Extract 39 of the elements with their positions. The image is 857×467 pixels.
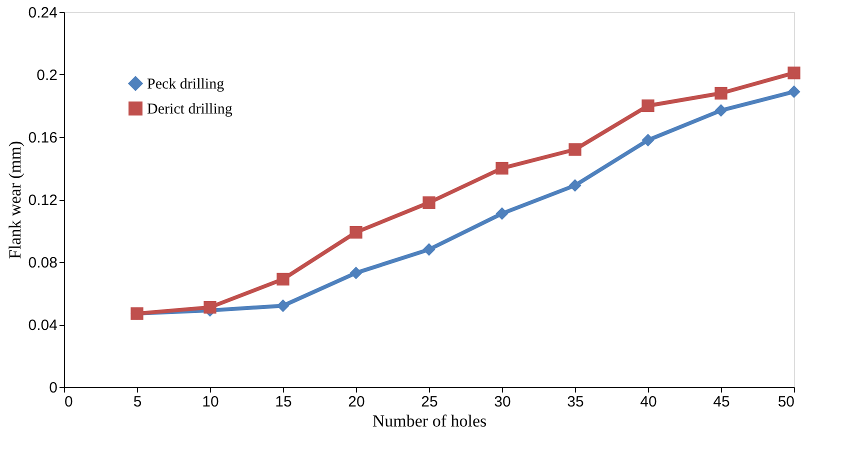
y-tick-label: 0.08 bbox=[28, 254, 58, 272]
point bbox=[642, 99, 654, 112]
y-axis-title: Flank wear (mm) bbox=[5, 140, 24, 260]
point bbox=[714, 86, 728, 100]
x-tick-label: 15 bbox=[275, 394, 292, 410]
y-tick-label: 0.04 bbox=[28, 317, 58, 334]
point bbox=[276, 299, 290, 312]
x-tick-label: 45 bbox=[713, 394, 730, 410]
y-tick-label: 0.2 bbox=[36, 67, 58, 84]
point bbox=[496, 162, 508, 175]
point bbox=[350, 266, 362, 280]
x-tick-label: 5 bbox=[133, 394, 142, 410]
point bbox=[568, 179, 582, 192]
x-tick-label: 40 bbox=[640, 394, 657, 410]
point bbox=[714, 104, 728, 117]
y-tick-label: 0.12 bbox=[28, 192, 58, 209]
point bbox=[496, 207, 508, 220]
x-axis-title: Number of holes bbox=[372, 412, 487, 430]
x-tick-label: 30 bbox=[494, 394, 511, 410]
point bbox=[642, 134, 654, 146]
x-tick-label: 10 bbox=[202, 394, 219, 410]
x-tick-label: 50 bbox=[778, 394, 794, 410]
legend-label: Derict drilling bbox=[147, 102, 233, 118]
point bbox=[204, 300, 216, 314]
point bbox=[788, 66, 800, 80]
point bbox=[422, 196, 436, 209]
point bbox=[568, 143, 582, 156]
x-tick-label: 25 bbox=[421, 394, 438, 410]
y-tick-label: 0 bbox=[49, 380, 58, 396]
x-tick-label: 35 bbox=[567, 394, 584, 410]
x-tick-label: 20 bbox=[348, 394, 365, 410]
y-tick-label: 0.16 bbox=[28, 130, 58, 146]
legend-label: Peck drilling bbox=[147, 76, 225, 92]
point bbox=[350, 226, 362, 239]
point bbox=[276, 272, 290, 286]
point bbox=[422, 243, 436, 256]
x-tick-label: 0 bbox=[64, 394, 73, 410]
y-tick-label: 0.24 bbox=[28, 4, 58, 22]
point bbox=[788, 85, 800, 98]
